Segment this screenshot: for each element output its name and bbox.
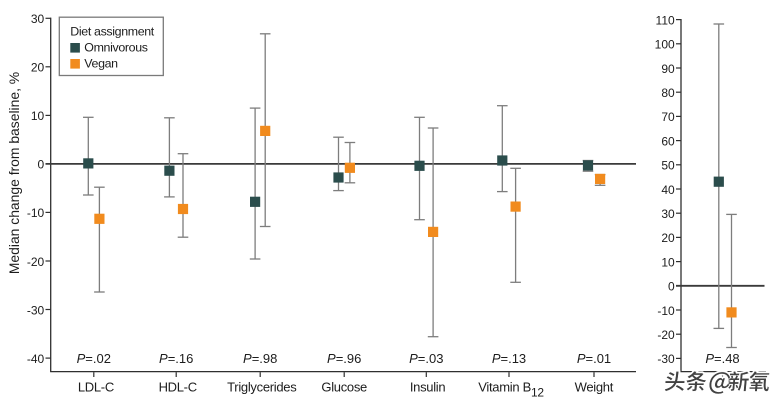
svg-text:P=.02: P=.02: [77, 351, 111, 366]
svg-text:-20: -20: [27, 255, 45, 269]
svg-text:Vegan: Vegan: [84, 57, 118, 71]
svg-text:Weight: Weight: [575, 380, 614, 395]
svg-text:80: 80: [661, 86, 675, 100]
svg-text:-10: -10: [27, 206, 45, 220]
svg-text:0: 0: [668, 280, 675, 294]
svg-text:-40: -40: [27, 352, 45, 366]
svg-text:P=.48: P=.48: [705, 351, 739, 366]
svg-text:-10: -10: [657, 304, 675, 318]
svg-text:Triglycerides: Triglycerides: [227, 380, 297, 395]
svg-text:-30: -30: [657, 352, 675, 366]
svg-text:Omnivorous: Omnivorous: [84, 41, 147, 55]
svg-text:Vitamin B12: Vitamin B12: [478, 380, 544, 400]
svg-text:70: 70: [661, 110, 675, 124]
svg-text:P=.03: P=.03: [409, 351, 443, 366]
svg-text:HDL-C: HDL-C: [159, 380, 197, 395]
svg-text:30: 30: [661, 207, 675, 221]
svg-text:-30: -30: [27, 303, 45, 317]
svg-text:P=.01: P=.01: [577, 351, 611, 366]
svg-text:20: 20: [661, 231, 675, 245]
svg-text:10: 10: [31, 109, 45, 123]
svg-text:0: 0: [38, 158, 45, 172]
svg-text:40: 40: [661, 183, 675, 197]
svg-text:60: 60: [661, 134, 675, 148]
svg-text:-20: -20: [657, 328, 675, 342]
svg-text:90: 90: [661, 62, 675, 76]
svg-text:P=.96: P=.96: [327, 351, 361, 366]
svg-text:10: 10: [661, 255, 675, 269]
svg-text:Glucose: Glucose: [321, 380, 367, 395]
svg-text:Diet assignment: Diet assignment: [70, 24, 154, 38]
svg-text:50: 50: [661, 159, 675, 173]
svg-text:P=.13: P=.13: [492, 351, 526, 366]
svg-text:P=.16: P=.16: [159, 351, 193, 366]
svg-text:LDL-C: LDL-C: [78, 380, 114, 395]
svg-text:20: 20: [31, 61, 45, 75]
svg-text:P=.98: P=.98: [243, 351, 277, 366]
svg-text:100: 100: [655, 38, 675, 52]
svg-text:110: 110: [656, 13, 675, 27]
svg-text:30: 30: [31, 12, 45, 26]
svg-text:Median change from baseline, %: Median change from baseline, %: [6, 72, 22, 274]
svg-text:Insulin: Insulin: [410, 380, 446, 395]
